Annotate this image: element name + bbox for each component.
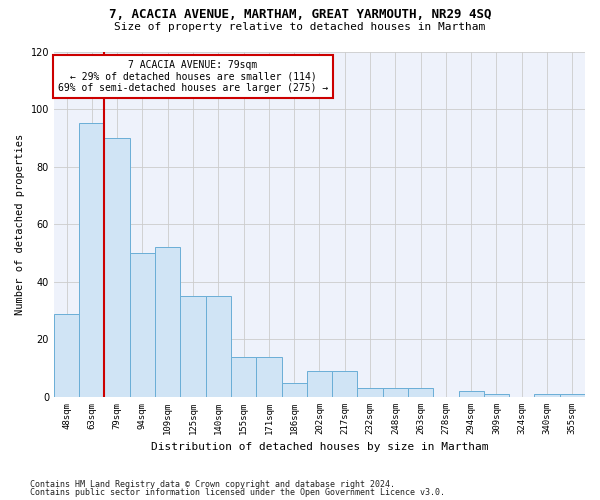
Bar xyxy=(560,394,585,397)
Text: Contains public sector information licensed under the Open Government Licence v3: Contains public sector information licen… xyxy=(30,488,445,497)
Bar xyxy=(281,382,307,397)
Y-axis label: Number of detached properties: Number of detached properties xyxy=(15,134,25,315)
Text: 7, ACACIA AVENUE, MARTHAM, GREAT YARMOUTH, NR29 4SQ: 7, ACACIA AVENUE, MARTHAM, GREAT YARMOUT… xyxy=(109,8,491,20)
Bar xyxy=(130,253,155,397)
Bar xyxy=(231,356,256,397)
Text: Contains HM Land Registry data © Crown copyright and database right 2024.: Contains HM Land Registry data © Crown c… xyxy=(30,480,395,489)
Bar xyxy=(307,371,332,397)
Bar xyxy=(458,392,484,397)
Bar xyxy=(79,124,104,397)
Bar xyxy=(383,388,408,397)
Text: 7 ACACIA AVENUE: 79sqm
← 29% of detached houses are smaller (114)
69% of semi-de: 7 ACACIA AVENUE: 79sqm ← 29% of detached… xyxy=(58,60,328,94)
Bar xyxy=(206,296,231,397)
Text: Size of property relative to detached houses in Martham: Size of property relative to detached ho… xyxy=(115,22,485,32)
Bar xyxy=(104,138,130,397)
Bar xyxy=(358,388,383,397)
Bar xyxy=(181,296,206,397)
Bar xyxy=(54,314,79,397)
Bar xyxy=(332,371,358,397)
Bar xyxy=(155,248,181,397)
Bar xyxy=(484,394,509,397)
X-axis label: Distribution of detached houses by size in Martham: Distribution of detached houses by size … xyxy=(151,442,488,452)
Bar xyxy=(408,388,433,397)
Bar xyxy=(535,394,560,397)
Bar xyxy=(256,356,281,397)
